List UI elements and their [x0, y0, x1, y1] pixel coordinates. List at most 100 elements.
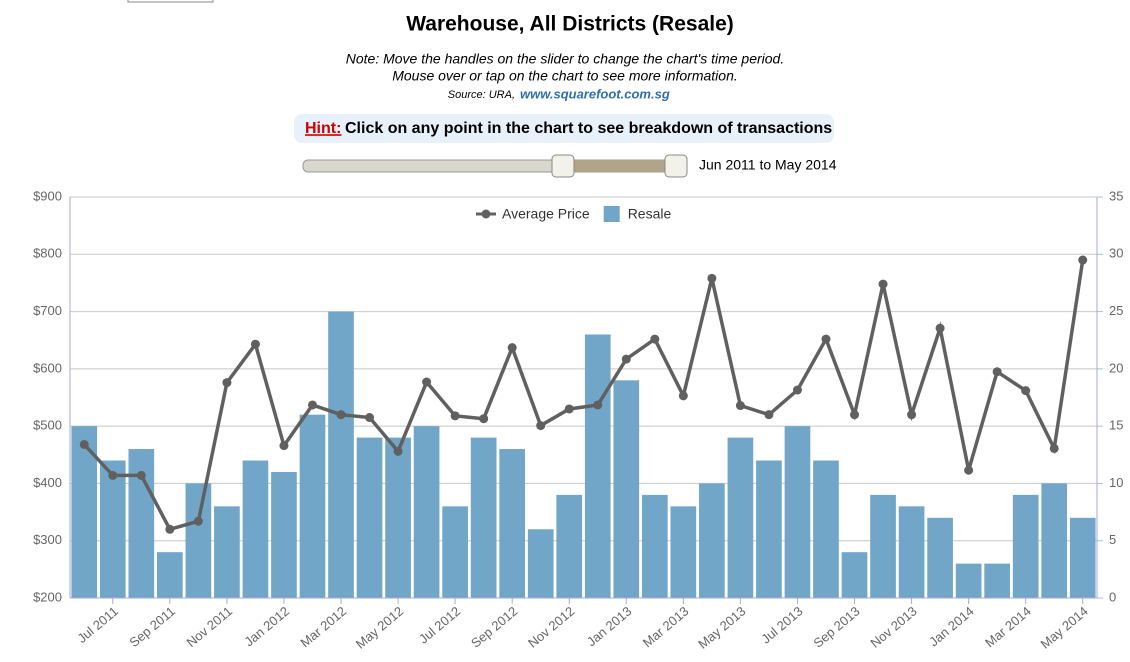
- legend-box: [603, 206, 620, 222]
- y-tick-label: $800: [33, 246, 62, 261]
- y2-tick-label: 30: [1109, 246, 1123, 261]
- point: [279, 441, 289, 451]
- slider-range: [563, 160, 676, 172]
- bar: [699, 483, 725, 598]
- bar: [556, 494, 583, 598]
- title: Warehouse, All Districts (Resale): [406, 13, 734, 36]
- bar: [584, 334, 611, 598]
- point: [307, 400, 317, 410]
- point: [222, 378, 232, 388]
- point: [79, 439, 89, 449]
- point: [365, 413, 375, 423]
- bar: [356, 437, 383, 598]
- x-tick-label: Nov 2011: [184, 603, 236, 650]
- bar: [1041, 483, 1068, 598]
- x-tick-label: Jul 2013: [758, 603, 805, 646]
- x-tick-label: Sep 2011: [126, 603, 178, 650]
- bar: [185, 483, 212, 598]
- bar: [727, 437, 754, 598]
- bar: [756, 460, 782, 598]
- x-tick-label: Jan 2012: [241, 603, 292, 649]
- point: [764, 410, 774, 420]
- y2-tick-label: 0: [1109, 589, 1116, 604]
- y2-tick-label: 15: [1109, 418, 1123, 433]
- bar: [214, 506, 240, 598]
- bar: [157, 552, 183, 598]
- legend-dot: [481, 209, 491, 219]
- source-link[interactable]: www.squarefoot.com.sg: [520, 86, 670, 101]
- point: [821, 334, 831, 344]
- point: [964, 465, 974, 475]
- point: [593, 400, 603, 410]
- y2-tick-label: 20: [1109, 360, 1123, 375]
- x-tick-label: Mar 2012: [297, 603, 349, 650]
- bar: [870, 494, 896, 598]
- note: Note: Move the handles on the slider to …: [346, 51, 784, 67]
- bar: [1012, 494, 1039, 598]
- x-tick-label: Mar 2013: [640, 603, 692, 650]
- hint-text: Click on any point in the chart to see b…: [345, 120, 832, 137]
- x-tick-label: Jan 2013: [584, 603, 635, 649]
- bar: [641, 494, 668, 598]
- bar: [841, 552, 868, 598]
- x-tick-label: Mar 2014: [982, 603, 1034, 650]
- y-tick-label: $600: [33, 360, 62, 375]
- x-tick-label: May 2013: [695, 603, 748, 651]
- point: [992, 367, 1002, 377]
- y-tick-label: $700: [33, 303, 62, 318]
- legend-label: Average Price: [502, 206, 590, 222]
- point: [422, 377, 432, 387]
- line: [82, 259, 1085, 532]
- point: [393, 446, 403, 456]
- y2-tick-label: 10: [1109, 475, 1123, 490]
- bar: [271, 471, 297, 598]
- bar: [413, 426, 440, 598]
- point: [336, 410, 346, 420]
- y-tick-label: $900: [33, 188, 62, 203]
- x-tick-label: Nov 2012: [525, 603, 577, 650]
- bar: [955, 563, 982, 598]
- x-tick-label: May 2014: [1037, 603, 1090, 651]
- bar: [442, 506, 468, 598]
- point: [564, 404, 574, 414]
- bar: [470, 437, 497, 598]
- hint-box: [294, 114, 834, 143]
- bar: [299, 414, 326, 598]
- point: [1021, 386, 1031, 396]
- top-box: [127, 0, 214, 3]
- y-tick-label: $500: [33, 418, 62, 433]
- point: [136, 470, 146, 480]
- x-tick-label: May 2012: [353, 603, 406, 651]
- point: [507, 343, 517, 353]
- point: [650, 334, 660, 344]
- point: [878, 279, 888, 289]
- bar: [1069, 517, 1096, 598]
- point: [735, 401, 745, 411]
- x-tick-label: Nov 2013: [867, 603, 919, 650]
- point: [850, 410, 860, 420]
- y2-tick-label: 5: [1109, 532, 1116, 547]
- bar: [385, 437, 411, 598]
- point: [450, 411, 460, 421]
- point: [678, 391, 688, 401]
- slider-handle[interactable]: [664, 154, 688, 178]
- slider-handle[interactable]: [551, 154, 575, 178]
- point: [536, 421, 546, 431]
- y-tick-label: $300: [33, 532, 62, 547]
- source: Source: URA,: [448, 89, 515, 101]
- point: [165, 524, 175, 534]
- point: [108, 470, 118, 480]
- bar: [984, 563, 1010, 598]
- x-tick-label: Jul 2011: [74, 603, 121, 645]
- y-tick-label: $400: [33, 475, 62, 490]
- bar: [99, 460, 126, 598]
- point: [907, 410, 917, 420]
- hint-label: Hint:: [305, 120, 341, 137]
- point: [193, 516, 203, 526]
- bar: [670, 506, 697, 598]
- x-tick-label: Jul 2012: [416, 603, 463, 646]
- bar: [499, 449, 526, 598]
- point: [621, 354, 631, 364]
- bar: [242, 460, 269, 598]
- note: Mouse over or tap on the chart to see mo…: [392, 68, 738, 84]
